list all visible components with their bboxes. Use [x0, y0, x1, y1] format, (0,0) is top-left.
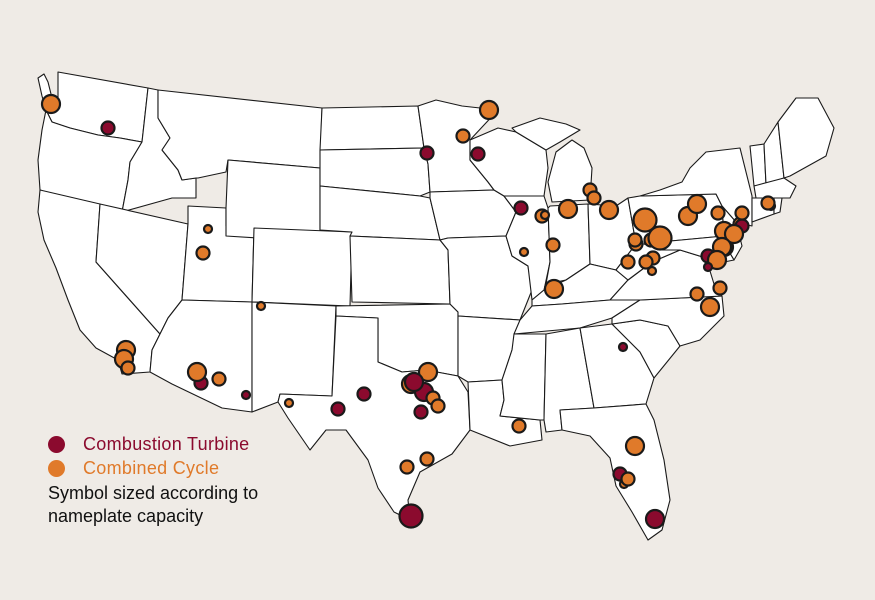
symbol-size-note: Symbol sized according to nameplate capa…: [48, 483, 259, 526]
state-missouri: [439, 235, 533, 321]
combined-cycle-plant-marker: [699, 296, 721, 318]
combined-cycle-plant-marker: [202, 223, 214, 235]
combined-cycle-plant-marker: [706, 249, 728, 271]
combined-cycle-plant-marker: [624, 435, 646, 457]
combustion-turbine-plant-marker: [644, 508, 666, 530]
combustion-turbine-plant-marker: [470, 146, 486, 162]
combustion-turbine-plant-marker: [330, 401, 346, 417]
combined-cycle-plant-marker: [211, 371, 227, 387]
combined-cycle-label: Combined Cycle: [83, 457, 220, 478]
combined-cycle-plant-marker: [586, 190, 602, 206]
combined-cycle-plant-marker: [40, 93, 62, 115]
state-michigan-upper: [511, 117, 581, 151]
state-new-york: [639, 147, 753, 227]
legend: Combustion Turbine Combined Cycle Symbol…: [48, 432, 338, 528]
combined-cycle-plant-marker: [646, 265, 658, 277]
combined-cycle-plant-marker: [620, 254, 636, 270]
combined-cycle-plant-marker: [255, 300, 267, 312]
combustion-turbine-plant-marker: [513, 200, 529, 216]
combined-cycle-plant-marker: [620, 471, 636, 487]
combined-cycle-plant-marker: [543, 278, 565, 300]
combined-cycle-plant-marker: [686, 193, 708, 215]
power-plants: [40, 93, 777, 530]
combustion-turbine-plant-marker: [617, 341, 629, 353]
combined-cycle-plant-marker: [710, 205, 726, 221]
combined-cycle-plant-marker: [712, 280, 728, 296]
combined-cycle-plant-marker: [455, 128, 471, 144]
combined-cycle-plant-marker: [638, 254, 654, 270]
combined-cycle-marker: [48, 459, 65, 477]
state-colorado: [251, 227, 353, 307]
combustion-turbine-plant-marker: [413, 404, 429, 420]
state-north-dakota: [319, 105, 425, 151]
legend-item-combustion-turbine: Combustion Turbine: [48, 432, 338, 456]
combined-cycle-plant-marker: [195, 245, 211, 261]
combined-cycle-plant-marker: [283, 397, 295, 409]
combined-cycle-plant-marker: [598, 199, 620, 221]
state-vermont: [749, 143, 767, 187]
combined-cycle-plant-marker: [647, 225, 673, 251]
combustion-turbine-plant-marker: [240, 389, 252, 401]
combined-cycle-plant-marker: [760, 195, 776, 211]
combined-cycle-plant-marker: [478, 99, 500, 121]
combustion-turbine-plant-marker: [356, 386, 372, 402]
combined-cycle-plant-marker: [539, 209, 551, 221]
combined-cycle-plant-marker: [518, 246, 530, 258]
state-massachusetts: [753, 177, 797, 199]
combined-cycle-plant-marker: [399, 459, 415, 475]
state-boundaries: [37, 71, 835, 541]
combustion-turbine-marker: [48, 435, 65, 453]
combined-cycle-plant-marker: [689, 286, 705, 302]
legend-item-combined-cycle: Combined Cycle: [48, 456, 338, 480]
combined-cycle-plant-marker: [430, 398, 446, 414]
state-north-carolina: [611, 295, 725, 347]
state-iowa: [429, 189, 517, 241]
combined-cycle-plant-marker: [186, 361, 208, 383]
combined-cycle-plant-marker: [734, 205, 750, 221]
combined-cycle-plant-marker: [627, 232, 643, 248]
combined-cycle-plant-marker: [632, 207, 658, 233]
combined-cycle-plant-marker: [417, 361, 439, 383]
combustion-turbine-label: Combustion Turbine: [83, 433, 250, 454]
combustion-turbine-plant-marker: [100, 120, 116, 136]
combined-cycle-plant-marker: [120, 360, 136, 376]
combustion-turbine-plant-marker: [702, 261, 714, 273]
combustion-turbine-plant-marker: [403, 371, 425, 393]
combined-cycle-plant-marker: [545, 237, 561, 253]
combined-cycle-plant-marker: [511, 418, 527, 434]
combined-cycle-plant-marker: [557, 198, 579, 220]
state-kansas: [349, 235, 451, 305]
combined-cycle-plant-marker: [419, 451, 435, 467]
combustion-turbine-plant-marker: [398, 503, 424, 529]
combined-cycle-plant-marker: [723, 223, 745, 245]
combustion-turbine-plant-marker: [419, 145, 435, 161]
state-maine: [777, 97, 835, 179]
